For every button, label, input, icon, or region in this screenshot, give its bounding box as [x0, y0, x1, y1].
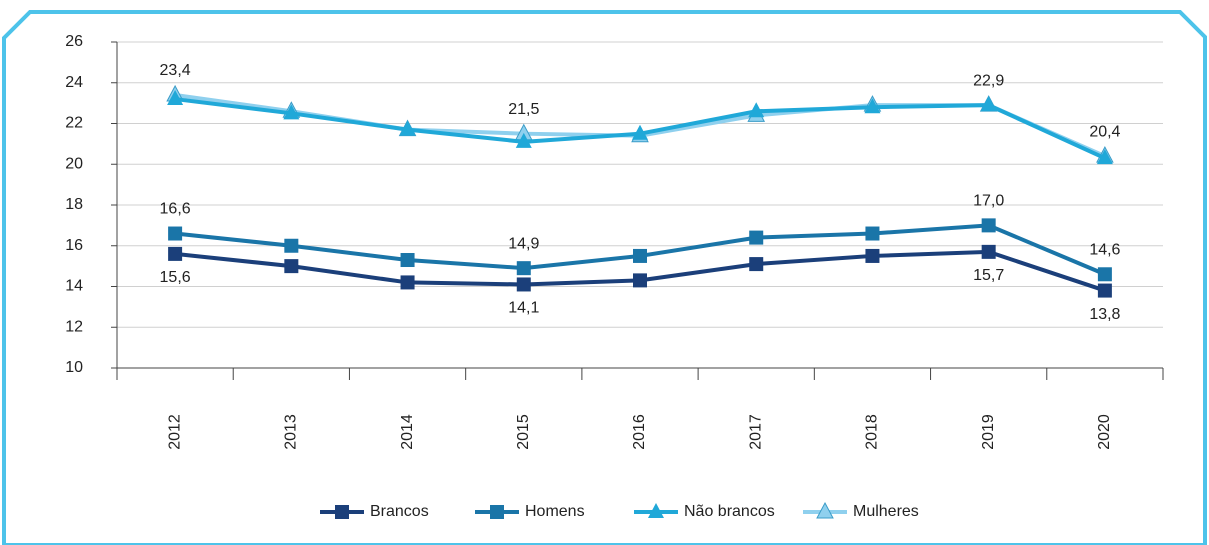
- data-label: 16,6: [160, 201, 191, 218]
- y-tick-label: 26: [65, 33, 83, 50]
- data-point: [516, 277, 531, 292]
- data-point: [283, 104, 300, 120]
- data-label: 14,6: [1089, 241, 1120, 258]
- x-tick-label: 2013: [283, 414, 300, 450]
- data-point: [1097, 283, 1112, 298]
- data-point: [749, 257, 764, 272]
- data-point: [749, 230, 764, 245]
- data-point: [1096, 149, 1113, 165]
- legend-marker: [335, 505, 349, 519]
- x-tick-label: 2017: [747, 414, 764, 450]
- legend-marker: [816, 501, 834, 519]
- x-tick-label: 2015: [515, 414, 532, 450]
- data-point: [284, 259, 299, 274]
- legend-label: Brancos: [370, 503, 429, 520]
- frame: [2, 10, 1207, 545]
- data-label: 14,9: [508, 235, 539, 252]
- data-point: [632, 124, 648, 140]
- data-label: 13,8: [1089, 306, 1120, 323]
- data-label: 17,0: [973, 193, 1004, 210]
- legend-marker: [490, 505, 504, 519]
- data-label: 20,4: [1089, 123, 1120, 140]
- x-tick-label: 2018: [864, 414, 881, 450]
- y-tick-label: 16: [65, 237, 83, 254]
- x-tick-label: 2014: [399, 414, 416, 450]
- data-point: [864, 98, 881, 114]
- data-point: [515, 132, 532, 148]
- data-point: [865, 226, 880, 241]
- data-point: [748, 102, 765, 118]
- data-point: [516, 261, 531, 276]
- y-tick-label: 18: [65, 196, 83, 213]
- data-point: [168, 246, 183, 261]
- legend-label: Não brancos: [684, 503, 775, 520]
- data-point: [981, 218, 996, 233]
- y-tick-label: 14: [65, 278, 83, 295]
- y-tick-label: 22: [65, 115, 83, 132]
- data-point: [400, 275, 415, 290]
- data-label: 22,9: [973, 72, 1004, 89]
- data-point: [167, 90, 184, 106]
- data-point: [633, 248, 647, 263]
- y-tick-label: 12: [65, 318, 83, 335]
- y-tick-label: 24: [65, 74, 83, 91]
- x-tick-label: 2012: [166, 414, 183, 450]
- data-point: [1097, 267, 1112, 282]
- data-label: 15,6: [160, 269, 191, 286]
- y-tick-label: 10: [65, 359, 83, 376]
- x-tick-label: 2016: [631, 414, 648, 450]
- x-tick-label: 2019: [980, 414, 997, 450]
- x-tick-label: 2020: [1096, 414, 1113, 450]
- data-point: [980, 96, 997, 112]
- data-point: [399, 120, 416, 136]
- legend-marker: [648, 503, 664, 518]
- legend-label: Homens: [525, 503, 585, 520]
- data-point: [168, 226, 183, 241]
- legend-label: Mulheres: [853, 503, 919, 520]
- data-label: 21,5: [508, 101, 539, 118]
- data-point: [633, 273, 647, 288]
- data-point: [400, 253, 415, 268]
- data-point: [981, 244, 996, 259]
- data-point: [865, 248, 880, 263]
- data-point: [284, 238, 299, 253]
- y-tick-label: 20: [65, 155, 83, 172]
- data-label: 14,1: [508, 300, 539, 317]
- data-label: 23,4: [160, 62, 191, 79]
- data-label: 15,7: [973, 267, 1004, 284]
